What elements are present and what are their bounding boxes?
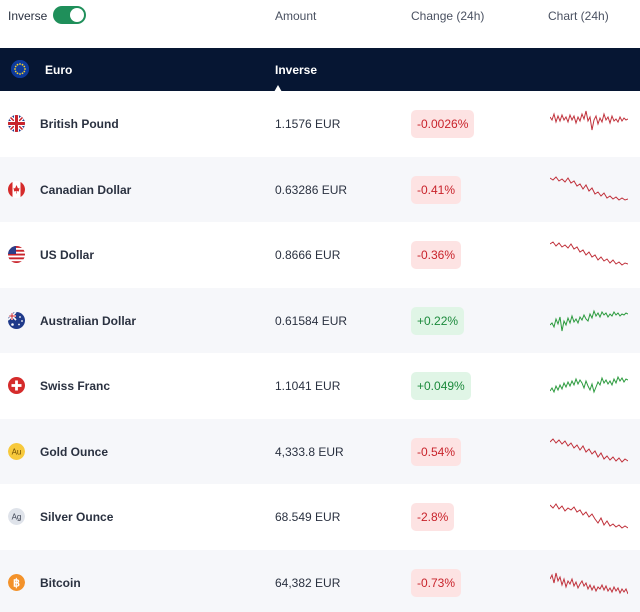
svg-text:Au: Au	[12, 447, 22, 456]
silver-coin-icon: Ag	[8, 508, 25, 525]
currency-name: Swiss Franc	[40, 379, 111, 393]
table-row[interactable]: Ag Silver Ounce 68.549 EUR -2.8%	[0, 484, 640, 550]
switzerland-flag-icon	[8, 377, 25, 394]
currency-name: Australian Dollar	[40, 313, 137, 328]
table-row[interactable]: US Dollar 0.8666 EUR -0.36%	[0, 222, 640, 288]
gold-coin-icon: Au	[8, 442, 25, 460]
currency-amount: 1.1576 EUR	[275, 117, 341, 131]
currency-amount: 0.8666 EUR	[275, 248, 341, 262]
currency-name: Canadian Dollar	[40, 182, 132, 197]
table-row[interactable]: Canadian Dollar 0.63286 EUR -0.41%	[0, 156, 640, 222]
change-badge: +0.049%	[411, 372, 471, 400]
toggle-knob	[70, 8, 84, 22]
table-row[interactable]: Au Gold Ounce 4,333.8 EUR -0.54%	[0, 418, 640, 484]
currency-name: Bitcoin	[40, 575, 81, 590]
currency-name: US Dollar	[40, 248, 95, 262]
column-header-chart: Chart (24h)	[548, 9, 609, 23]
change-badge: +0.22%	[411, 306, 465, 335]
change-badge: -0.36%	[411, 241, 462, 269]
sparkline-chart	[550, 110, 628, 131]
inverse-toggle[interactable]	[53, 6, 86, 24]
sparkline-chart	[550, 241, 628, 266]
table-row[interactable]: Swiss Franc 1.1041 EUR +0.049%	[0, 353, 640, 419]
column-header-amount[interactable]: Amount	[275, 9, 317, 23]
currency-name: British Pound	[40, 117, 119, 131]
svg-text:฿: ฿	[13, 577, 20, 589]
change-badge: -0.41%	[411, 175, 462, 204]
eu-flag-icon	[11, 60, 29, 78]
australia-flag-icon	[8, 311, 25, 329]
canada-flag-icon	[8, 180, 25, 198]
change-badge: -2.8%	[411, 503, 455, 531]
sparkline-chart	[550, 175, 628, 201]
table-row[interactable]: Australian Dollar 0.61584 EUR +0.22%	[0, 287, 640, 353]
currency-amount: 64,382 EUR	[275, 575, 341, 590]
change-badge: -0.73%	[411, 568, 462, 597]
change-badge: -0.0026%	[411, 110, 475, 138]
sparkline-chart	[550, 375, 628, 394]
svg-text:Ag: Ag	[12, 513, 22, 522]
column-header-change[interactable]: Change (24h)	[411, 9, 485, 23]
sparkline-chart	[550, 308, 628, 331]
sparkline-chart	[550, 437, 628, 463]
table-row[interactable]: ฿ Bitcoin 64,382 EUR -0.73%	[0, 549, 640, 612]
change-badge: -0.54%	[411, 437, 462, 466]
inverse-label: Inverse	[8, 9, 48, 23]
caret-up-icon	[274, 85, 282, 92]
currency-list: British Pound 1.1576 EUR -0.0026% Canadi…	[0, 91, 640, 612]
sparkline-chart	[550, 503, 628, 529]
currency-name: Silver Ounce	[40, 510, 114, 524]
sparkline-chart	[550, 572, 628, 594]
currency-amount: 68.549 EUR	[275, 510, 341, 524]
currency-name: Gold Ounce	[40, 444, 109, 459]
table-header: Inverse Amount Change (24h) Chart (24h)	[0, 0, 640, 48]
currency-amount: 0.61584 EUR	[275, 313, 348, 328]
currency-amount: 4,333.8 EUR	[275, 444, 344, 459]
table-row[interactable]: British Pound 1.1576 EUR -0.0026%	[0, 91, 640, 157]
us-flag-icon	[8, 246, 25, 263]
currency-amount: 1.1041 EUR	[275, 379, 341, 393]
base-currency-row[interactable]: Euro Inverse	[0, 48, 640, 91]
uk-flag-icon	[8, 115, 25, 132]
base-currency-name: Euro	[45, 63, 73, 77]
base-mode-label: Inverse	[275, 63, 318, 77]
bitcoin-icon: ฿	[8, 573, 25, 591]
currency-amount: 0.63286 EUR	[275, 182, 348, 197]
